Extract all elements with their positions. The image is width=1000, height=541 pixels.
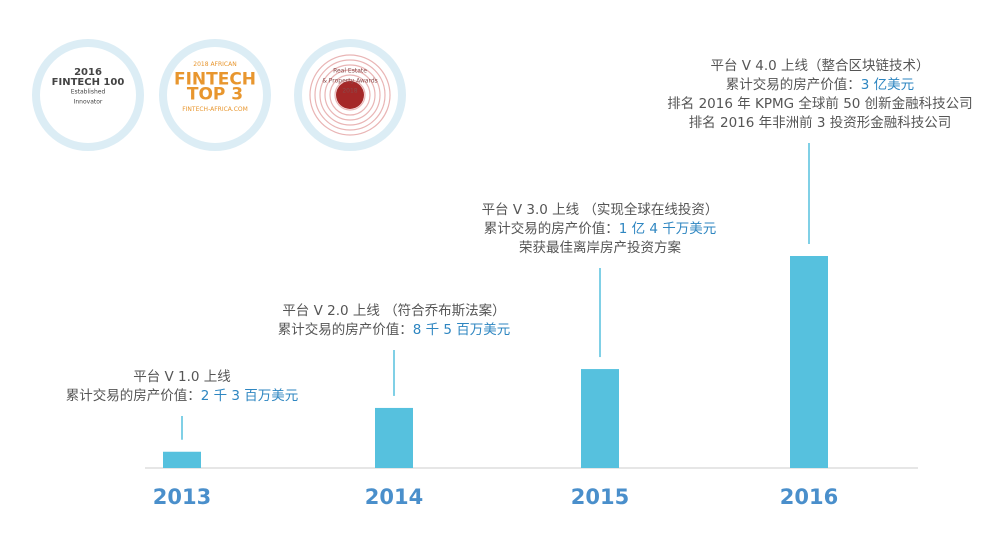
year-label: 2015 [571,485,629,509]
badge-ring [32,39,144,151]
value-text: 累计交易的房产价值：1 亿 4 千万美元 [484,220,717,237]
badge-text: TOP 3 [187,85,243,105]
value-caption: 累计交易的房产价值： [278,321,413,338]
badge-text: 2016 [74,67,102,78]
value-caption: 累计交易的房产价值： [484,220,619,237]
badge-ornament [329,74,371,116]
value-caption: 累计交易的房产价值： [726,76,861,93]
badge-ornament [334,79,366,111]
value-label: 1 亿 4 千万美元 [619,221,717,237]
year-label: 2013 [153,485,211,509]
value-caption: 累计交易的房产价值： [66,387,201,404]
value-label: 3 亿美元 [861,77,914,93]
bar [790,256,828,468]
badge-ornament [324,69,376,121]
extra-text: 排名 2016 年 KPMG 全球前 50 创新金融科技公司 [667,95,972,112]
badge-ornament [314,59,386,131]
badge-ornament [319,64,381,126]
value-text: 累计交易的房产价值：8 千 5 百万美元 [278,321,511,338]
badge-ring [159,39,271,151]
release-text: 平台 V 4.0 上线（整合区块链技术） [710,58,929,74]
badge-text: Established [71,89,106,96]
bar [163,451,201,468]
value-text: 累计交易的房产价值：3 亿美元 [726,76,914,93]
year-label: 2014 [365,485,423,509]
badge-text: & Property Awards [322,78,378,85]
badge-text: 2018 AFRICAN [193,61,236,68]
extra-text: 排名 2016 年非洲前 3 投资形金融科技公司 [689,114,952,131]
release-text: 平台 V 3.0 上线 （实现全球在线投资） [482,201,719,218]
extra-text: 荣获最佳离岸房产投资方案 [519,239,681,256]
release-text: 平台 V 2.0 上线 （符合乔布斯法案） [282,302,505,319]
value-label: 2 千 3 百万美元 [201,388,299,404]
badge-text: 2018 [342,88,357,95]
value-text: 累计交易的房产价值：2 千 3 百万美元 [66,387,299,404]
badge-text: FINTECH [174,70,256,90]
bar [581,369,619,468]
badge-text: FINTECH-AFRICA.COM [182,106,248,113]
badge-text: FINTECH 100 [52,77,125,88]
year-label: 2016 [780,485,838,509]
badge-core [336,81,364,109]
bar [375,407,413,468]
badge-text: Innovator [74,99,103,106]
badge-text: Real Estate [333,68,367,75]
release-text: 平台 V 1.0 上线 [133,369,231,385]
value-label: 8 千 5 百万美元 [413,322,511,338]
badge-ornament [309,54,391,136]
